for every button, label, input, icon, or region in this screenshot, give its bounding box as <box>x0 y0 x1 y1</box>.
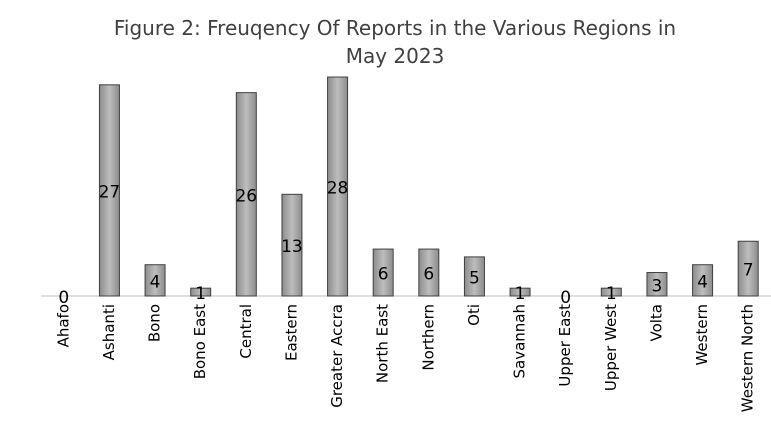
x-tick-label: Eastern <box>282 304 300 361</box>
x-tick-label: Upper West <box>602 304 620 391</box>
data-label: 7 <box>743 261 754 281</box>
x-tick-label: Western North <box>739 304 757 412</box>
x-tick-label: Bono <box>146 304 164 342</box>
x-tick-label: Volta <box>647 304 665 342</box>
data-label: 6 <box>423 265 434 285</box>
data-label: 4 <box>150 272 161 292</box>
chart-title: Figure 2: Freuqency Of Reports in the Va… <box>100 14 690 70</box>
data-label: 6 <box>378 265 389 285</box>
data-label: 3 <box>652 276 663 296</box>
data-label: 26 <box>235 186 257 206</box>
x-tick-label: Central <box>237 304 255 359</box>
data-label: 4 <box>697 272 708 292</box>
x-tick-label: Western <box>693 304 711 366</box>
data-label: 28 <box>327 179 349 199</box>
x-tick-label: Oti <box>465 304 483 326</box>
data-label: 5 <box>469 268 480 288</box>
data-label: 1 <box>606 284 617 304</box>
x-tick-label: Upper East <box>556 304 574 387</box>
x-tick-label: Savannah <box>511 304 529 379</box>
x-tick-label: Bono East <box>191 304 209 379</box>
data-label: 13 <box>281 237 303 257</box>
chart: 0Ahafo27Ashanti4Bono1Bono East26Central1… <box>0 0 771 436</box>
data-label: 27 <box>99 182 121 202</box>
x-tick-label: Ahafo <box>54 304 72 347</box>
data-label: 1 <box>195 284 206 304</box>
x-tick-label: Ashanti <box>100 304 118 360</box>
x-tick-label: Northern <box>419 304 437 371</box>
x-tick-label: Greater Accra <box>328 304 346 408</box>
data-label: 1 <box>515 284 526 304</box>
x-tick-label: North East <box>374 304 392 383</box>
